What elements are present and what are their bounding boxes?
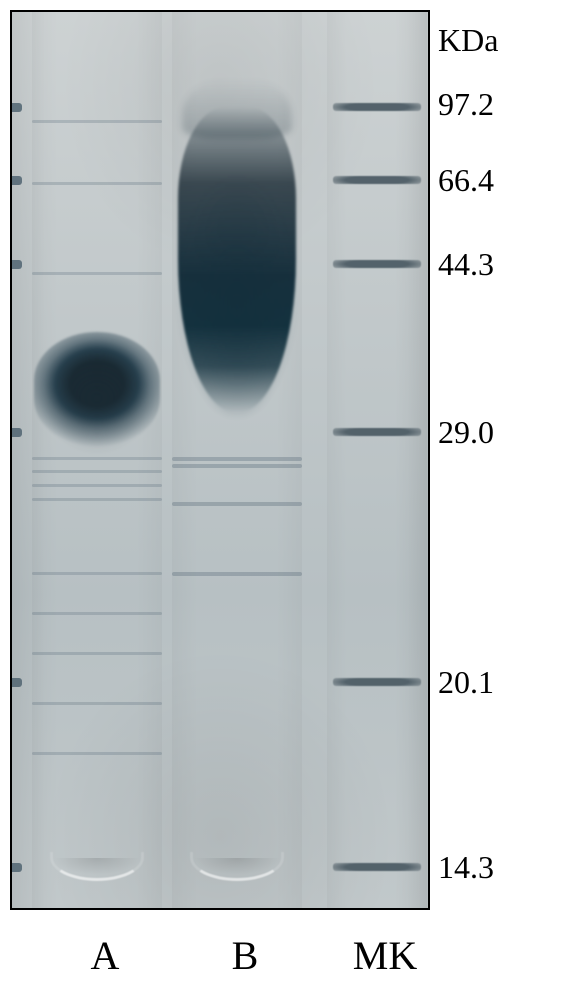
lane-b-faint-band [172,457,302,461]
lane-a-dye-front-shadow [46,858,148,878]
mw-label-14-3: 14.3 [438,851,494,883]
lane-a-faint-band [32,470,162,473]
mw-label-66-4: 66.4 [438,164,494,196]
marker-band [333,678,421,686]
marker-band [333,863,421,871]
lane-b-smear [178,107,296,412]
lane-a-faint-band [32,612,162,615]
lane-b-dye-front-shadow [186,858,288,878]
lane-a [32,12,162,908]
left-edge-tick [12,428,22,437]
lane-a-faint-band [32,752,162,755]
lane-a-faint-band [32,572,162,575]
gel-image [10,10,430,910]
lane-b-faint-band [172,572,302,576]
left-edge-tick [12,678,22,687]
mw-label-97-2: 97.2 [438,88,494,120]
mw-label-20-1: 20.1 [438,666,494,698]
lane-marker [327,12,427,908]
unit-label: KDa [438,24,498,56]
lane-label-mk: MK [353,932,417,979]
marker-band [333,103,421,111]
lane-a-faint-band [32,272,162,275]
left-edge-tick [12,260,22,269]
lane-a-faint-band [32,652,162,655]
left-edge-tick [12,176,22,185]
lane-label-b: B [232,932,259,979]
marker-band [333,260,421,268]
left-edge-tick [12,863,22,872]
lane-labels-row: A B MK [10,920,555,990]
marker-band [333,428,421,436]
mw-label-44-3: 44.3 [438,248,494,280]
lane-a-faint-band [32,120,162,123]
lane-a-faint-band [32,182,162,185]
lane-a-faint-band [32,702,162,705]
lane-b-faint-band [172,502,302,506]
lane-b [172,12,302,908]
lane-a-faint-band [32,457,162,460]
lane-label-a: A [91,932,120,979]
lane-a-main-band [34,332,160,447]
mw-label-29-0: 29.0 [438,416,494,448]
lane-a-faint-band [32,498,162,501]
lane-a-faint-band [32,484,162,487]
marker-band [333,176,421,184]
lane-b-faint-band [172,464,302,468]
left-edge-tick [12,103,22,112]
